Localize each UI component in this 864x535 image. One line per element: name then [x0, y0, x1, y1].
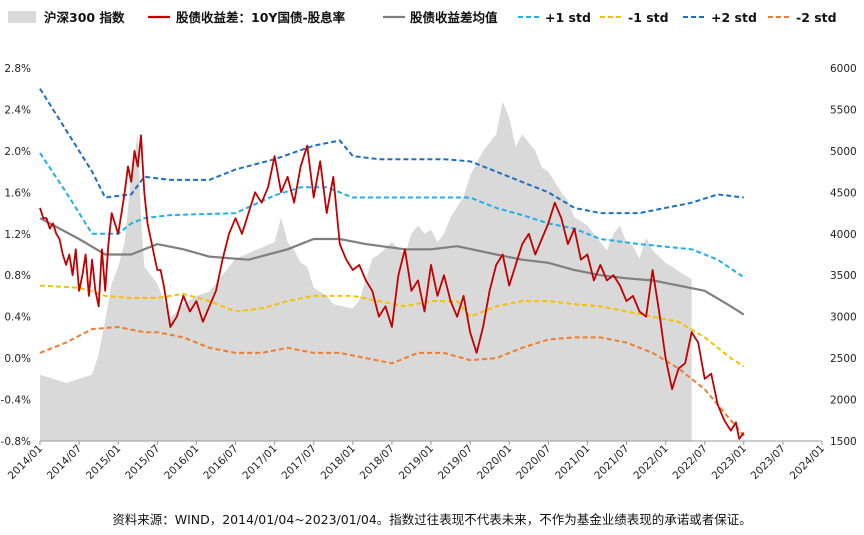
x-tick-label: 2021/01	[553, 443, 592, 482]
x-tick-label: 2018/07	[358, 443, 397, 482]
y-right-tick-label: 4000	[830, 229, 857, 241]
y-right-tick-label: 3000	[830, 312, 857, 324]
x-tick-label: 2020/01	[475, 443, 514, 482]
x-tick-label: 2019/07	[436, 443, 475, 482]
x-tick-label: 2017/07	[279, 443, 318, 482]
x-tick-label: 2014/01	[6, 443, 45, 482]
y-left-tick-label: -0.8%	[1, 436, 31, 448]
plot-area	[39, 88, 745, 441]
y-left-tick-label: -0.4%	[1, 395, 31, 407]
legend-swatch-index	[8, 11, 36, 23]
y-left-tick-label: 1.6%	[4, 187, 31, 199]
legend-label-m1: -1 std	[628, 10, 669, 25]
y-right-tick-label: 5500	[830, 104, 857, 116]
series-line-p1	[39, 152, 745, 279]
x-tick-label: 2023/07	[749, 443, 788, 482]
legend-label-index: 沪深300 指数	[44, 10, 125, 25]
y-right-tick-label: 3500	[830, 270, 857, 282]
series-area-index	[40, 101, 692, 441]
x-tick-label: 2024/01	[788, 443, 827, 482]
y-right-tick-label: 6000	[830, 63, 857, 75]
x-tick-label: 2020/07	[514, 443, 553, 482]
y-left-tick-label: 0.4%	[4, 312, 31, 324]
x-tick-label: 2019/01	[397, 443, 436, 482]
legend-label-p2: +2 std	[711, 10, 757, 25]
y-right-tick-label: 5000	[830, 146, 857, 158]
x-tick-label: 2022/07	[670, 443, 709, 482]
y-right-tick-label: 2500	[830, 353, 857, 365]
legend-label-m2: -2 std	[796, 10, 837, 25]
series-line-spread	[39, 134, 745, 440]
x-tick-label: 2016/01	[162, 443, 201, 482]
legend: 沪深300 指数 股债收益差：10Y国债-股息率 股债收益差均值 +1 std …	[8, 10, 837, 25]
legend-label-p1: +1 std	[545, 10, 591, 25]
x-tick-label: 2017/01	[240, 443, 279, 482]
series-line-m1	[39, 284, 745, 368]
legend-label-mean: 股债收益差均值	[410, 10, 498, 25]
y-left-tick-label: 0.8%	[4, 270, 31, 282]
y-left-tick-label: 1.2%	[4, 229, 31, 241]
x-tick-label: 2018/01	[319, 443, 358, 482]
legend-label-spread: 股债收益差：10Y国债-股息率	[176, 10, 346, 25]
x-tick-label: 2023/01	[710, 443, 749, 482]
series-line-p2	[39, 88, 744, 215]
y-left-tick-label: 2.8%	[4, 63, 31, 75]
y-left-tick-label: 2.4%	[4, 104, 31, 116]
y-right-tick-label: 4500	[830, 187, 857, 199]
x-tick-label: 2016/07	[201, 443, 240, 482]
y-right-tick-label: 1500	[830, 436, 857, 448]
x-tick-label: 2015/01	[84, 443, 123, 482]
y-left-tick-label: 2.0%	[4, 146, 31, 158]
series-line-m2	[39, 325, 745, 437]
y-right-tick-label: 2000	[830, 395, 857, 407]
y-left-tick-label: 0.0%	[4, 353, 31, 365]
x-tick-label: 2015/07	[123, 443, 162, 482]
footnote: 资料来源：WIND，2014/01/04~2023/01/04。指数过往表现不代…	[112, 512, 752, 527]
x-tick-label: 2021/07	[592, 443, 631, 482]
x-tick-label: 2022/01	[631, 443, 670, 482]
x-tick-label: 2014/07	[45, 443, 84, 482]
